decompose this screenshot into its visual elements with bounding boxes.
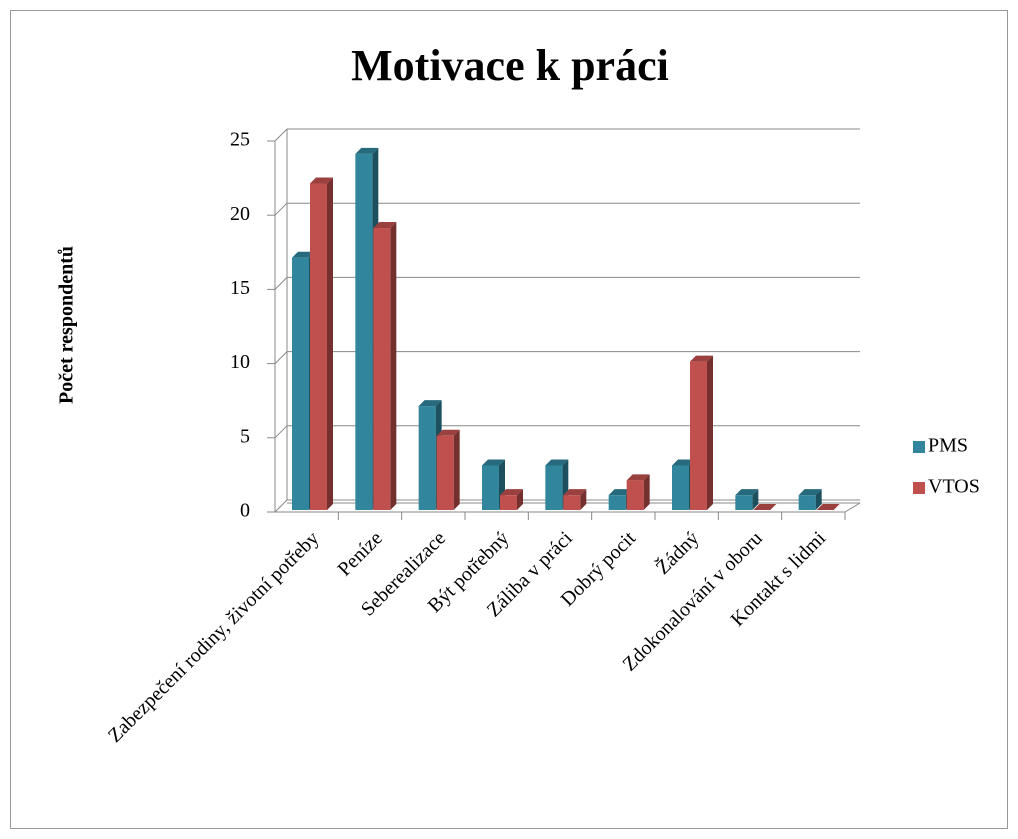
bar <box>436 435 454 510</box>
bar-top <box>735 489 759 496</box>
bar-side <box>752 489 759 510</box>
bar-top <box>310 177 333 184</box>
chart-title: Motivace k práci <box>351 41 669 90</box>
grid-diagonal <box>274 277 288 290</box>
grid-diagonal <box>274 202 288 216</box>
legend-swatch <box>913 482 925 494</box>
bar-top <box>418 400 442 407</box>
bar-side <box>643 474 650 510</box>
grid-diagonal <box>274 425 288 439</box>
bar <box>672 465 689 510</box>
bar-top <box>355 147 379 154</box>
bar <box>418 406 436 510</box>
bar <box>310 183 327 510</box>
bar-side <box>517 489 523 510</box>
y-tick-label: 10 <box>230 351 250 373</box>
bar-top <box>626 474 650 481</box>
bar-top <box>690 355 713 362</box>
bar-top <box>753 504 777 510</box>
grid-diagonal <box>274 128 288 142</box>
y-tick-label: 5 <box>240 425 250 447</box>
y-tick-label: 25 <box>230 129 250 151</box>
bar-top <box>608 489 632 496</box>
legend-swatch <box>913 441 925 453</box>
bar <box>626 480 644 510</box>
bar <box>798 495 816 510</box>
chart-border <box>10 10 1008 829</box>
bar-side <box>453 429 460 510</box>
bar-top <box>563 489 587 496</box>
bar <box>292 257 309 510</box>
bar <box>545 465 563 510</box>
bar <box>482 465 499 510</box>
bar-top <box>482 459 505 466</box>
bar-side <box>580 489 587 510</box>
y-axis-label: Počet respondentů <box>56 246 78 404</box>
bar-top <box>292 251 315 258</box>
bar-side <box>390 222 397 511</box>
grid-diagonal <box>274 499 288 513</box>
bar <box>500 495 517 510</box>
bar-top <box>545 459 569 466</box>
grid-diagonal <box>274 351 288 364</box>
bar-top <box>798 489 822 496</box>
floor-right <box>844 502 861 513</box>
bar <box>355 153 373 510</box>
bar-side <box>815 489 822 510</box>
bar <box>690 361 707 510</box>
y-tick-label: 0 <box>240 500 250 522</box>
bar-top <box>816 504 840 510</box>
bar-side <box>327 177 333 510</box>
y-tick-label: 20 <box>230 203 250 225</box>
bar <box>563 495 581 510</box>
bar <box>373 228 391 511</box>
bar-side <box>707 355 713 510</box>
bar <box>735 495 753 510</box>
bar-top <box>436 429 460 436</box>
bar-top <box>373 222 397 229</box>
bar <box>608 495 626 510</box>
legend-label: VTOS <box>928 476 980 498</box>
bar-top <box>500 489 523 496</box>
bar-top <box>672 459 695 466</box>
y-tick-label: 15 <box>230 277 250 299</box>
legend-label: PMS <box>928 435 968 457</box>
